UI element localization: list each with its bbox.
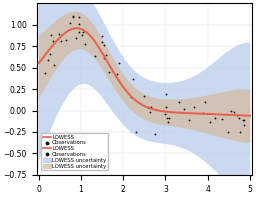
Point — [104, 53, 108, 57]
Point — [80, 30, 84, 33]
Point — [48, 34, 52, 37]
Point — [192, 106, 196, 109]
Point — [242, 124, 246, 127]
Point — [117, 61, 121, 64]
Point — [241, 118, 246, 121]
Point — [164, 92, 168, 96]
Point — [229, 110, 233, 113]
Point — [77, 23, 81, 26]
Point — [213, 117, 217, 120]
Point — [102, 43, 106, 46]
Point — [115, 73, 120, 76]
Point — [74, 37, 79, 40]
Point — [83, 43, 87, 46]
Point — [102, 56, 106, 59]
Point — [203, 101, 207, 104]
Point — [43, 71, 47, 74]
Point — [77, 15, 81, 18]
Point — [93, 54, 97, 58]
Point — [187, 118, 191, 121]
Point — [241, 119, 245, 122]
Point — [146, 105, 150, 108]
Legend: LOWESS, Observations, LOWESS, Observations, LOWESS uncertainty, LOWESS uncertain: LOWESS, Observations, LOWESS, Observatio… — [41, 133, 108, 170]
Point — [208, 121, 212, 124]
Point — [226, 131, 230, 134]
Point — [71, 16, 76, 19]
Point — [100, 34, 104, 38]
Point — [71, 15, 76, 18]
Point — [177, 100, 182, 103]
Point — [57, 33, 61, 36]
Point — [77, 31, 81, 34]
Point — [46, 58, 50, 61]
Point — [52, 63, 56, 66]
Point — [235, 113, 239, 117]
Point — [51, 39, 55, 43]
Point — [59, 39, 63, 42]
Point — [142, 95, 146, 98]
Point — [164, 106, 168, 109]
Point — [163, 112, 167, 116]
Point — [68, 21, 72, 24]
Point — [182, 107, 186, 111]
Point — [147, 110, 152, 113]
Point — [167, 116, 171, 120]
Point — [164, 116, 168, 120]
Point — [129, 95, 133, 98]
Point — [238, 131, 242, 134]
Point — [80, 33, 84, 37]
Point — [237, 116, 241, 120]
Point — [166, 120, 170, 123]
Point — [107, 71, 111, 74]
Point — [48, 52, 52, 56]
Point — [100, 41, 104, 44]
Point — [148, 106, 153, 109]
Point — [220, 118, 224, 121]
Point — [201, 111, 205, 114]
Point — [64, 39, 68, 42]
Point — [131, 78, 135, 81]
Point — [153, 132, 157, 135]
Point — [134, 131, 138, 134]
Point — [231, 110, 236, 113]
